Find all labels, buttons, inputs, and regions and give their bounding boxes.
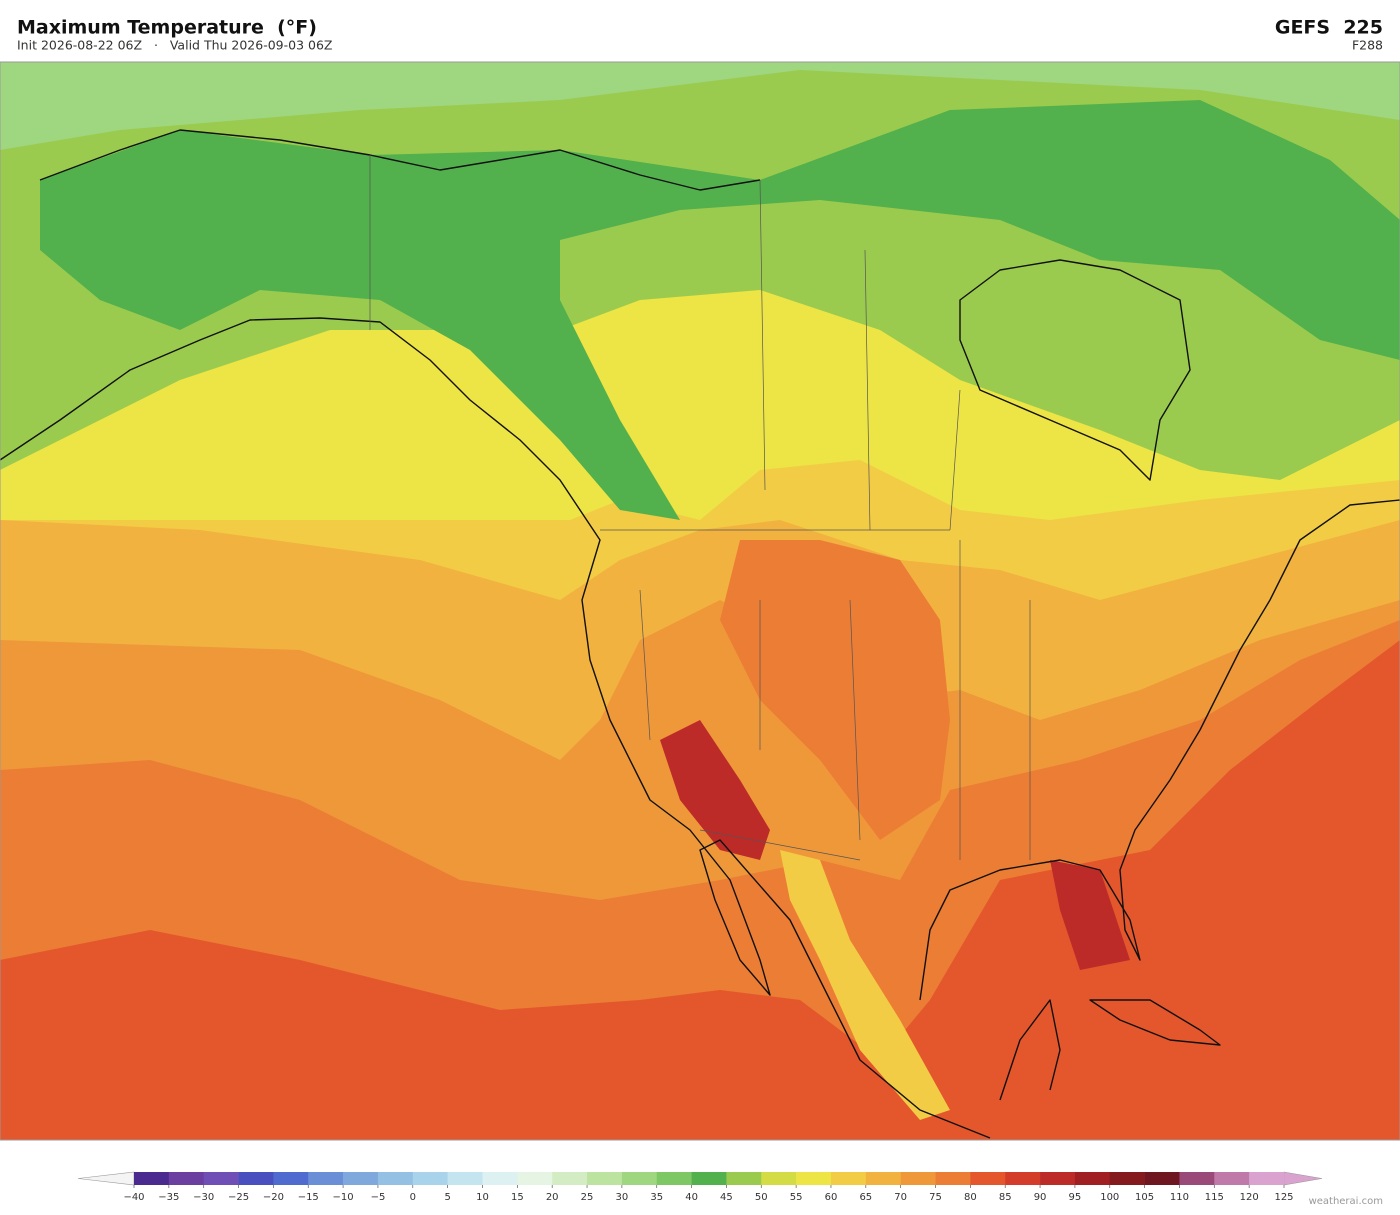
colorbar-segment	[970, 1172, 1006, 1185]
colorbar-segment	[1040, 1172, 1076, 1185]
coastline	[0, 129, 1400, 1139]
colorbar-tick-label: −35	[158, 1192, 179, 1203]
colorbar-segment	[1109, 1172, 1145, 1185]
colorbar-tick-label: 95	[1069, 1192, 1082, 1203]
colorbar-segment	[134, 1172, 170, 1185]
colorbar-segment	[238, 1172, 274, 1185]
colorbar-segment	[203, 1172, 239, 1185]
colorbar-segment	[552, 1172, 588, 1185]
colorbar-tick-label: 115	[1205, 1192, 1224, 1203]
colorbar-tick-label: 25	[581, 1192, 594, 1203]
colorbar-segment	[865, 1172, 901, 1185]
colorbar-under	[77, 1171, 135, 1186]
colorbar-segment	[308, 1172, 344, 1185]
colorbar-tick-label: −30	[193, 1192, 214, 1203]
map-field	[0, 62, 1400, 150]
colorbar-over	[1283, 1171, 1323, 1186]
colorbar-segment	[796, 1172, 832, 1185]
colorbar-tick-label: 5	[444, 1192, 450, 1203]
colorbar-segment	[691, 1172, 727, 1185]
colorbar-tick-label: −40	[123, 1192, 144, 1203]
credit: weatherai.com	[1309, 1196, 1383, 1207]
borders	[369, 155, 1031, 861]
colorbar-segment	[621, 1172, 658, 1185]
colorbar-tick-label: 100	[1100, 1192, 1119, 1203]
map-field	[40, 100, 1400, 520]
colorbar-tick-label: 35	[650, 1192, 663, 1203]
colorbar: −40 −35 −30 −25 −20 −15 −10 −5 0 5 10 15 20 25 30 35 40 4…	[77, 1171, 1323, 1203]
colorbar-tick-label: −20	[263, 1192, 284, 1203]
map-frame	[0, 61, 1400, 1141]
subtitle: Init 2026-08-22 06Z · Valid Thu 2026-09-…	[17, 38, 333, 53]
colorbar-tick-label: 40	[685, 1192, 698, 1203]
colorbar-segment	[1144, 1172, 1180, 1185]
colorbar-tick-label: 15	[511, 1192, 524, 1203]
colorbar-segment	[726, 1172, 762, 1185]
forecast-hour: F288	[1352, 38, 1383, 53]
map-field	[720, 540, 950, 840]
colorbar-tick-label: 10	[476, 1192, 489, 1203]
colorbar-segment	[1214, 1172, 1250, 1185]
colorbar-segment	[935, 1172, 971, 1185]
map	[0, 61, 1400, 1141]
colorbar-segment	[1074, 1172, 1111, 1185]
colorbar-segment	[482, 1172, 518, 1185]
colorbar-segment	[517, 1172, 553, 1185]
colorbar-segment	[1179, 1172, 1215, 1185]
colorbar-tick-label: 45	[720, 1192, 733, 1203]
colorbar-tick-label: 90	[1034, 1192, 1047, 1203]
title: Maximum Temperature (°F)	[17, 17, 317, 39]
colorbar-tick-label: −15	[298, 1192, 319, 1203]
colorbar-tick-label: 20	[546, 1192, 559, 1203]
colorbar-segment	[343, 1172, 379, 1185]
colorbar-segment	[1249, 1172, 1285, 1185]
colorbar-tick-label: 55	[790, 1192, 803, 1203]
colorbar-tick-label: 125	[1274, 1192, 1293, 1203]
colorbar-segment	[656, 1172, 692, 1185]
colorbar-segment	[761, 1172, 797, 1185]
map-field	[1050, 860, 1130, 970]
colorbar-tick-label: 65	[859, 1192, 872, 1203]
colorbar-tick-label: −5	[371, 1192, 386, 1203]
colorbar-tick-label: 80	[964, 1192, 977, 1203]
colorbar-segment	[587, 1172, 623, 1185]
colorbar-tick-label: 70	[894, 1192, 907, 1203]
map-field	[660, 720, 770, 860]
colorbar-segment	[447, 1172, 483, 1185]
colorbar-tick-label: 75	[929, 1192, 942, 1203]
colorbar-segment	[412, 1172, 448, 1185]
colorbar-segment	[830, 1172, 867, 1185]
colorbar-segment	[168, 1172, 204, 1185]
colorbar-tick-label: −10	[333, 1192, 354, 1203]
colorbar-tick-label: 60	[825, 1192, 838, 1203]
colorbar-tick-label: 30	[616, 1192, 629, 1203]
model-label: GEFS 225	[1275, 17, 1383, 39]
colorbar-tick-label: 0	[410, 1192, 416, 1203]
colorbar-tick-label: 120	[1240, 1192, 1259, 1203]
colorbar-tick-label: 50	[755, 1192, 768, 1203]
colorbar-tick-label: 110	[1170, 1192, 1189, 1203]
colorbar-tick-label: 85	[999, 1192, 1012, 1203]
colorbar-tick-label: −25	[228, 1192, 249, 1203]
colorbar-segment	[377, 1172, 414, 1185]
colorbar-segment	[900, 1172, 936, 1185]
colorbar-segment	[273, 1172, 309, 1185]
colorbar-tick-label: 105	[1135, 1192, 1154, 1203]
map-field	[780, 850, 950, 1120]
colorbar-segment	[1005, 1172, 1041, 1185]
